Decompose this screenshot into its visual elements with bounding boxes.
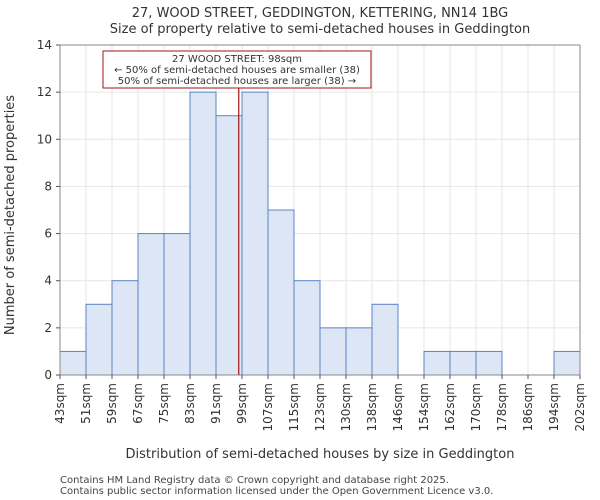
- x-tick-label: 115sqm: [287, 383, 301, 431]
- y-axis-label: Number of semi-detached properties: [3, 95, 18, 335]
- x-tick-label: 59sqm: [105, 383, 119, 424]
- bar-194sqm: [553, 350, 581, 376]
- x-tick-label: 162sqm: [443, 383, 457, 431]
- y-tick-label: 6: [44, 227, 52, 241]
- x-tick-label: 99sqm: [235, 383, 249, 424]
- y-tick-label: 10: [37, 132, 52, 146]
- y-tick-label: 8: [44, 179, 52, 193]
- x-tick-label: 43sqm: [53, 383, 67, 424]
- x-ticks: 43sqm 51sqm 59sqm 67sqm 75sqm 83sqm 91sqm 99sqm…: [53, 375, 587, 431]
- annotation-line-2: ← 50% of semi-detached houses are smalle…: [114, 65, 360, 76]
- annotation-box: 27 WOOD STREET: 98sqm ← 50% of semi-deta…: [102, 50, 372, 89]
- chart-title: 27, WOOD STREET, GEDDINGTON, KETTERING, …: [132, 6, 508, 21]
- bar-138sqm: [371, 303, 399, 376]
- bar-99sqm: [241, 91, 269, 376]
- x-tick-label: 146sqm: [391, 383, 405, 431]
- bar-59sqm: [111, 280, 139, 376]
- y-tick-label: 12: [37, 85, 52, 99]
- bar-91sqm: [215, 115, 243, 376]
- y-tick-label: 14: [37, 38, 52, 52]
- x-tick-label: 130sqm: [339, 383, 353, 431]
- x-tick-label: 154sqm: [417, 383, 431, 431]
- x-tick-label: 138sqm: [365, 383, 379, 431]
- footer-line-2: Contains public sector information licen…: [60, 486, 493, 497]
- x-axis-label: Distribution of semi-detached houses by …: [126, 447, 515, 462]
- bar-43sqm: [59, 350, 87, 376]
- bar-162sqm: [449, 350, 477, 376]
- annotation-line-3: 50% of semi-detached houses are larger (…: [118, 76, 356, 87]
- bar-123sqm: [319, 327, 347, 376]
- x-tick-label: 123sqm: [313, 383, 327, 431]
- bar-75sqm: [163, 233, 191, 376]
- y-tick-label: 4: [44, 274, 52, 288]
- bar-115sqm: [293, 280, 321, 376]
- bar-67sqm: [137, 233, 165, 376]
- y-tick-label: 2: [44, 321, 52, 335]
- x-tick-label: 194sqm: [547, 383, 561, 431]
- x-tick-label: 51sqm: [79, 383, 93, 424]
- annotation-line-1: 27 WOOD STREET: 98sqm: [172, 54, 302, 65]
- annotation-frame: [102, 50, 372, 89]
- chart-subtitle: Size of property relative to semi-detach…: [110, 22, 531, 37]
- x-tick-label: 170sqm: [469, 383, 483, 431]
- x-tick-label: 178sqm: [495, 383, 509, 431]
- bar-130sqm: [345, 327, 373, 376]
- y-ticks: 0 2 4 6 8 10 12 14: [37, 38, 60, 382]
- bars-group: [59, 91, 581, 376]
- x-tick-label: 75sqm: [157, 383, 171, 424]
- x-tick-label: 107sqm: [261, 383, 275, 431]
- bar-107sqm: [267, 209, 295, 376]
- x-tick-label: 202sqm: [573, 383, 587, 431]
- x-tick-label: 67sqm: [131, 383, 145, 424]
- bar-83sqm: [189, 91, 217, 376]
- y-tick-label: 0: [44, 368, 52, 382]
- footer-line-1: Contains HM Land Registry data © Crown c…: [60, 475, 449, 486]
- x-tick-label: 83sqm: [183, 383, 197, 424]
- x-tick-label: 186sqm: [521, 383, 535, 431]
- bar-51sqm: [85, 303, 113, 376]
- bar-170sqm: [475, 350, 503, 376]
- x-tick-label: 91sqm: [209, 383, 223, 424]
- bar-154sqm: [423, 350, 451, 376]
